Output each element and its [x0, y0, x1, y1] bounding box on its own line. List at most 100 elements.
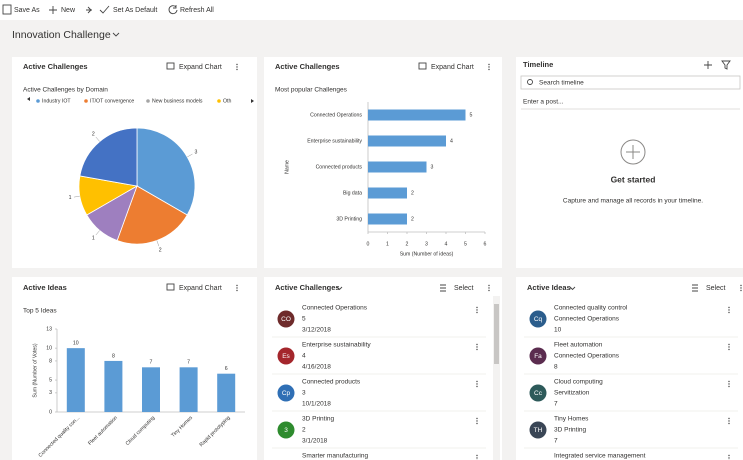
- pie-slice: [116, 185, 188, 245]
- more-dot: [740, 289, 742, 292]
- more-dot: [488, 66, 490, 68]
- y-axis-label: Name: [284, 160, 290, 174]
- expand-chart[interactable]: Expand Chart: [179, 285, 222, 292]
- new-icon: [49, 6, 57, 14]
- more-dot: [236, 289, 238, 292]
- toolbar-button[interactable]: New: [61, 7, 76, 14]
- record-field: Connected Operations: [554, 353, 620, 360]
- post-input[interactable]: Enter a post...: [523, 99, 564, 106]
- scroll-thumb[interactable]: [494, 304, 499, 364]
- avatar-initials: CO: [281, 316, 291, 323]
- more-dot: [476, 417, 478, 420]
- record-name[interactable]: 3D Printing: [302, 416, 335, 423]
- leader-line: [95, 136, 100, 142]
- more-dot: [728, 420, 730, 422]
- more-dot: [476, 457, 478, 459]
- card: [516, 57, 743, 268]
- avatar: [529, 421, 547, 439]
- x-axis-label: Sum (Number of ideas): [400, 251, 454, 257]
- legend-dot: [146, 99, 150, 103]
- bar: [66, 348, 85, 412]
- add-icon[interactable]: [704, 61, 712, 69]
- more-dot: [728, 348, 730, 351]
- record-field: 8: [554, 364, 558, 371]
- avatar-initials: Cp: [282, 390, 291, 397]
- more-dot: [476, 309, 478, 311]
- record-name[interactable]: Connected products: [302, 379, 361, 386]
- more-dot: [728, 383, 730, 385]
- record-field: 3/12/2018: [302, 327, 331, 334]
- expand-icon: [166, 62, 175, 70]
- expand-chart[interactable]: Expand Chart: [179, 64, 222, 71]
- record-name[interactable]: Connected quality control: [554, 305, 628, 312]
- record-field: 5: [302, 316, 306, 323]
- avatar-initials: 3: [284, 427, 288, 434]
- search-icon: [527, 79, 533, 85]
- y-tick-label: Connected Operations: [310, 112, 362, 118]
- dashboard-title[interactable]: Innovation Challenge: [12, 29, 111, 41]
- scrollbar[interactable]: [493, 296, 500, 460]
- card: [264, 277, 502, 460]
- data-label: 2: [411, 216, 414, 222]
- bar: [142, 367, 160, 412]
- record-name[interactable]: Fleet automation: [554, 342, 603, 349]
- legend-next[interactable]: [251, 99, 254, 103]
- record-name[interactable]: Tiny Homes: [554, 416, 589, 423]
- select-button[interactable]: Select: [454, 285, 474, 292]
- record-name[interactable]: Cloud computing: [554, 379, 603, 386]
- avatar: [529, 384, 547, 402]
- record-field: 7: [554, 438, 558, 445]
- y-tick-label: 3D Printing: [336, 216, 362, 222]
- toolbar-button[interactable]: Save As: [14, 7, 40, 14]
- x-tick-label: 3: [425, 241, 428, 247]
- pie-slice: [79, 127, 138, 187]
- card-header[interactable]: Active Challenges: [275, 283, 340, 292]
- record-field: 3: [302, 390, 306, 397]
- y-tick-label: 13: [46, 326, 52, 332]
- record-field: 4: [302, 353, 306, 360]
- data-label: 8: [112, 353, 115, 359]
- x-tick-label: 6: [484, 241, 487, 247]
- filter-icon[interactable]: [721, 60, 731, 70]
- bar: [217, 373, 236, 412]
- search-box[interactable]: [520, 75, 741, 90]
- y-tick-label: 10: [46, 346, 52, 352]
- avatar-initials: Cq: [534, 316, 543, 323]
- legend-label: New business models: [152, 98, 203, 104]
- expand-icon: [418, 62, 427, 70]
- expand-chart[interactable]: Expand Chart: [431, 64, 474, 71]
- bar: [179, 367, 198, 412]
- record-name[interactable]: Enterprise sustainability: [302, 342, 371, 349]
- more-dot: [236, 63, 238, 66]
- record-name[interactable]: Connected Operations: [302, 305, 368, 312]
- more-dot: [488, 289, 490, 292]
- leader-line: [95, 230, 100, 236]
- data-label: 7: [150, 360, 153, 366]
- more-dot: [728, 457, 730, 459]
- avatar: [277, 310, 295, 328]
- select-button[interactable]: Select: [706, 285, 726, 292]
- legend-dot: [36, 99, 40, 103]
- legend-prev[interactable]: [27, 97, 30, 101]
- more-dot: [728, 346, 730, 348]
- more-dot: [476, 343, 478, 346]
- check-icon: [99, 5, 110, 14]
- data-label: 10: [73, 341, 79, 347]
- more-dot: [488, 63, 490, 66]
- leader-line: [73, 195, 80, 198]
- record-field: 4/16/2018: [302, 364, 331, 371]
- y-tick-label: Connected products: [316, 164, 363, 170]
- more-dot: [476, 385, 478, 388]
- empty-icon: [620, 139, 646, 165]
- record-field: Servitization: [554, 390, 590, 397]
- x-tick-label: 1: [386, 241, 389, 247]
- avatar: [529, 347, 547, 365]
- card-header[interactable]: Active Ideas: [527, 283, 571, 292]
- toolbar-button[interactable]: Refresh All: [180, 7, 214, 14]
- more-dot: [728, 309, 730, 311]
- toolbar-button[interactable]: Set As Default: [113, 7, 157, 14]
- empty-text: Capture and manage all records in your t…: [563, 198, 703, 205]
- record-name[interactable]: Smarter manufacturing: [302, 453, 368, 460]
- more-dot: [476, 383, 478, 385]
- record-name[interactable]: Integrated service management: [554, 453, 646, 460]
